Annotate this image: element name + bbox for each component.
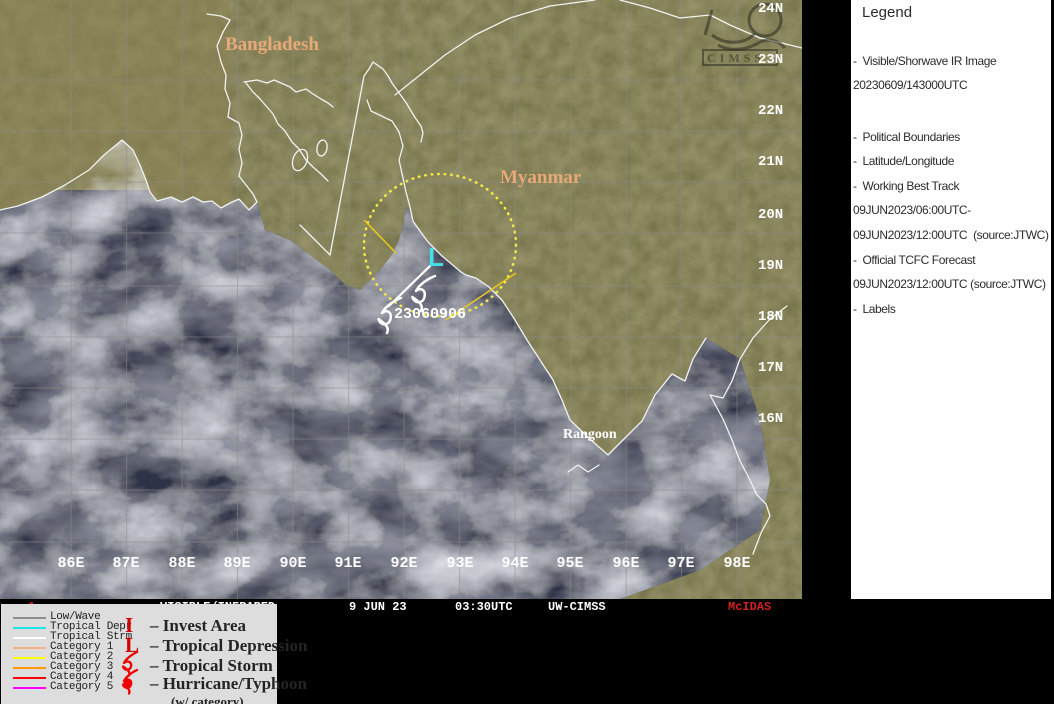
svg-text:95E: 95E [556, 555, 583, 572]
svg-text:89E: 89E [223, 555, 250, 572]
svg-text:93E: 93E [446, 555, 473, 572]
svg-text:90E: 90E [279, 555, 306, 572]
svg-text:97E: 97E [667, 555, 694, 572]
svg-text:20N: 20N [758, 207, 783, 223]
svg-text:Bangladesh: Bangladesh [225, 34, 319, 55]
svg-text:21N: 21N [758, 154, 783, 170]
svg-text:19N: 19N [758, 258, 783, 274]
svg-text:86E: 86E [57, 555, 84, 572]
svg-text:24N: 24N [758, 1, 783, 17]
svg-text:CIMSS: CIMSS [707, 51, 765, 65]
svg-text:96E: 96E [612, 555, 639, 572]
svg-text:92E: 92E [390, 555, 417, 572]
svg-text:87E: 87E [112, 555, 139, 572]
svg-text:17N: 17N [758, 360, 783, 376]
svg-text:22N: 22N [758, 103, 783, 119]
svg-text:23N: 23N [758, 52, 783, 68]
svg-text:94E: 94E [501, 555, 528, 572]
svg-text:88E: 88E [168, 555, 195, 572]
svg-text:16N: 16N [758, 411, 783, 427]
svg-text:23060906: 23060906 [394, 306, 466, 323]
svg-text:18N: 18N [758, 309, 783, 325]
svg-text:L: L [428, 242, 444, 272]
svg-text:Rangoon: Rangoon [563, 427, 617, 442]
svg-text:Myanmar: Myanmar [500, 167, 582, 188]
svg-text:91E: 91E [334, 555, 361, 572]
svg-text:98E: 98E [723, 555, 750, 572]
